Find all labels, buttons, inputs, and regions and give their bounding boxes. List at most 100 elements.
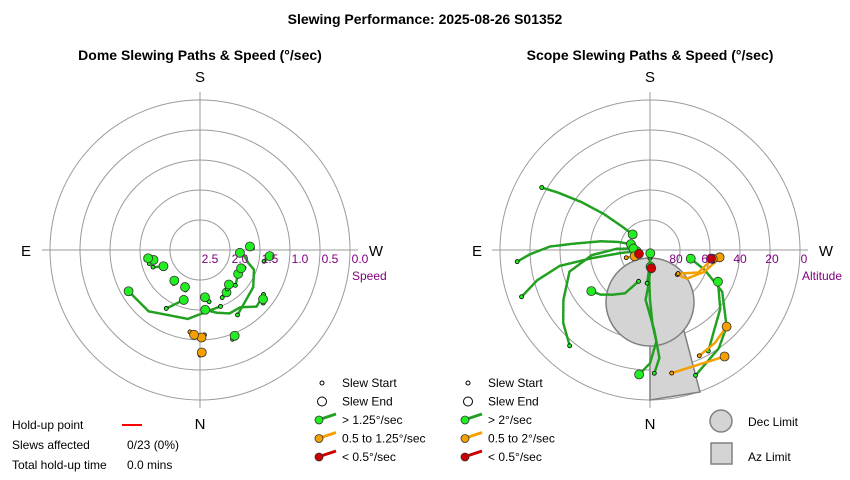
scope-compass-bottom: N [645,416,656,433]
legend-start-marker [465,380,471,386]
radial-tick-label: 20 [765,252,779,266]
legend-speed-marker [460,452,470,462]
page-title: Slewing Performance: 2025-08-26 S01352 [288,11,563,27]
scope-slew-paths [514,185,732,380]
dome-radial-label: Speed [352,269,387,283]
legend-speed-marker [314,415,324,425]
slew-start-marker [514,259,520,265]
legend-label: Slew Start [488,376,543,390]
scope-compass-right: W [819,243,834,260]
slew-start-marker [567,343,573,349]
scope-compass-left: E [472,243,482,260]
slew-end-marker [224,279,234,290]
dome-compass-left: E [21,243,31,260]
legend-label: < 0.5°/sec [342,450,396,464]
radial-tick-label: 0 [801,252,808,266]
scope-legend: Slew Start Slew End > 2°/sec 0.5 to 2°/sec <… [460,376,555,464]
slew-end-marker [189,329,199,340]
legend-label: 0.5 to 1.25°/sec [342,432,426,446]
slew-end-marker [200,304,211,315]
scope-compass-top: S [645,69,655,86]
slew-start-marker [539,185,545,190]
slew-path [203,293,265,315]
radial-tick-label: 2.0 [232,252,249,266]
slew-end-marker [586,286,597,297]
dec-limit-legend-swatch [709,409,733,433]
holdup-time-label: Total hold-up time [12,458,107,472]
legend-speed-marker [314,452,324,462]
slew-end-marker [143,253,154,264]
dome-legend: Slew Start Slew End > 1.25°/sec 0.5 to 1.25… [314,376,426,464]
legend-label: Slew End [488,395,539,409]
legend-speed-marker [460,415,470,425]
legend-speed-marker [460,434,470,443]
slew-end-marker [634,369,645,380]
scope-radial-ticks: 80 60 40 20 0 [669,252,807,266]
slew-path [515,240,633,263]
dome-compass-top: S [195,69,205,86]
slew-end-marker [264,251,275,262]
dec-limit-legend-label: Dec Limit [748,415,799,429]
slew-start-marker [219,295,225,300]
legend-label: > 1.25°/sec [342,413,403,427]
slew-path [590,280,640,296]
slew-end-marker [123,286,134,297]
slew-start-marker [696,353,702,359]
slew-end-marker [244,241,255,252]
slew-start-marker [651,370,657,376]
slew-end-marker [169,275,180,286]
radial-tick-label: 2.5 [202,252,219,266]
legend-start-marker [319,380,325,386]
legend-label: 0.5 to 2°/sec [488,432,555,446]
dome-chart-title: Dome Slewing Paths & Speed (°/sec) [78,47,322,63]
holdup-point-label: Hold-up point [12,418,84,432]
slew-end-marker [180,282,190,292]
slew-path [670,355,726,375]
slew-path [707,280,722,353]
legend-label: Slew Start [342,376,397,390]
slew-start-marker [675,271,681,276]
slew-end-marker [236,263,247,274]
scope-radial-label: Altitude [802,269,842,283]
slew-end-marker [646,263,657,274]
radial-tick-label: 40 [733,252,747,266]
slew-path [540,186,634,236]
radial-tick-label: 60 [701,252,715,266]
slew-end-marker [721,321,732,332]
slews-affected-label: Slews affected [12,438,90,452]
dome-slew-paths [123,241,275,358]
legend-label: Slew End [342,395,393,409]
legend-end-marker [317,396,327,407]
legend-label: > 2°/sec [488,413,532,427]
slew-path [698,325,728,357]
dome-radial-ticks: 2.5 2.0 1.5 1.0 0.5 0.0 [202,252,369,266]
radial-tick-label: 0.5 [322,252,339,266]
slew-start-marker [163,306,169,311]
legend-label: < 0.5°/sec [488,450,542,464]
slew-end-marker [719,351,730,362]
slew-end-marker [713,276,723,287]
slew-end-marker [645,248,656,259]
slew-end-marker [627,229,638,240]
slew-end-marker [229,330,240,341]
dome-compass-bottom: N [195,416,206,433]
scope-chart-title: Scope Slewing Paths & Speed (°/sec) [527,47,774,63]
slew-path [676,257,714,275]
slew-path [520,249,638,298]
radial-tick-label: 80 [669,252,683,266]
slew-end-marker [196,347,207,358]
slew-start-marker [218,303,223,309]
slew-path [644,265,661,375]
slew-start-marker [150,264,156,270]
radial-tick-label: 1.5 [262,252,279,266]
slew-start-marker [519,294,524,300]
radial-tick-label: 1.0 [292,252,309,266]
slew-start-marker [623,255,629,261]
legend-speed-marker [314,434,324,443]
slew-end-marker [634,248,644,259]
az-limit-legend-label: Az Limit [748,450,791,464]
slew-start-marker [636,278,641,284]
slews-affected-value: 0/23 (0%) [127,438,180,452]
